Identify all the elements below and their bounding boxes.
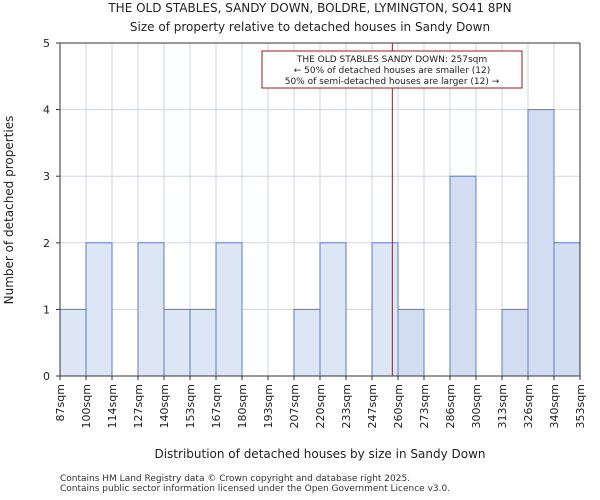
- bar-100sqm: [85, 242, 113, 377]
- y-tick-label-0: 0: [43, 370, 50, 383]
- bar-207sqm: [293, 308, 321, 377]
- y-tick-label-5: 5: [43, 37, 50, 50]
- bar-87sqm: [59, 308, 87, 377]
- bar-326sqm: [527, 109, 555, 377]
- x-tick-label-300sqm: 300sqm: [470, 384, 483, 428]
- x-tick-label-87sqm: 87sqm: [54, 384, 67, 421]
- bar-127sqm: [137, 242, 165, 377]
- y-tick-label-4: 4: [43, 104, 50, 117]
- x-tick-label-273sqm: 273sqm: [418, 384, 431, 428]
- x-tick-label-353sqm: 353sqm: [574, 384, 587, 428]
- y-ticks: 0 1 2 3 4 5: [43, 37, 60, 383]
- x-tick-label-220sqm: 220sqm: [314, 384, 327, 428]
- x-tick-label-153sqm: 153sqm: [184, 384, 197, 428]
- bar-247sqm: [371, 242, 399, 377]
- bar-140sqm: [163, 308, 191, 377]
- chart-svg: THE OLD STABLES, SANDY DOWN, BOLDRE, LYM…: [2, 1, 587, 461]
- bar-167sqm: [215, 242, 243, 377]
- bar-260sqm: [397, 308, 425, 377]
- annotation-box: [261, 50, 523, 89]
- bar-313sqm: [501, 308, 529, 377]
- x-tick-label-140sqm: 140sqm: [158, 384, 171, 428]
- bar-153sqm: [189, 308, 217, 377]
- x-tick-label-247sqm: 247sqm: [366, 384, 379, 428]
- bar-340sqm: [553, 242, 581, 377]
- annotation-line-1: THE OLD STABLES SANDY DOWN: 257sqm: [296, 55, 487, 65]
- y-tick-label-2: 2: [43, 237, 50, 250]
- y-tick-label-1: 1: [43, 303, 50, 316]
- x-tick-label-180sqm: 180sqm: [236, 384, 249, 428]
- footer-copyright: Contains HM Land Registry data © Crown c…: [60, 474, 411, 484]
- y-tick-label-3: 3: [43, 170, 50, 183]
- x-axis-label: Distribution of detached houses by size …: [154, 447, 485, 461]
- x-tick-label-313sqm: 313sqm: [496, 384, 509, 428]
- x-tick-label-114sqm: 114sqm: [106, 384, 119, 428]
- chart-subtitle: Size of property relative to detached ho…: [130, 20, 490, 34]
- bar-220sqm: [319, 242, 347, 377]
- chart-title: THE OLD STABLES, SANDY DOWN, BOLDRE, LYM…: [107, 1, 511, 15]
- x-tick-label-340sqm: 340sqm: [548, 384, 561, 428]
- x-tick-label-286sqm: 286sqm: [444, 384, 457, 428]
- y-axis-label: Number of detached properties: [2, 116, 16, 305]
- x-tick-label-127sqm: 127sqm: [132, 384, 145, 428]
- x-tick-label-100sqm: 100sqm: [80, 384, 93, 428]
- x-tick-label-326sqm: 326sqm: [522, 384, 535, 428]
- bars: [59, 109, 581, 377]
- annotation-line-2: ← 50% of detached houses are smaller (12…: [294, 66, 491, 76]
- x-tick-label-193sqm: 193sqm: [262, 384, 275, 428]
- x-tick-label-260sqm: 260sqm: [392, 384, 405, 428]
- x-tick-label-167sqm: 167sqm: [210, 384, 223, 428]
- x-ticks: 87sqm 100sqm 114sqm 127sqm 140sqm 153sqm 167sq…: [54, 376, 587, 428]
- x-tick-label-233sqm: 233sqm: [340, 384, 353, 428]
- annotation-line-3: 50% of semi-detached houses are larger (…: [285, 77, 500, 87]
- x-tick-label-207sqm: 207sqm: [288, 384, 301, 428]
- bar-286sqm: [449, 175, 477, 377]
- footer-licence: Contains public sector information licen…: [60, 484, 451, 494]
- property-marker: THE OLD STABLES SANDY DOWN: 257sqm← 50% …: [261, 43, 523, 376]
